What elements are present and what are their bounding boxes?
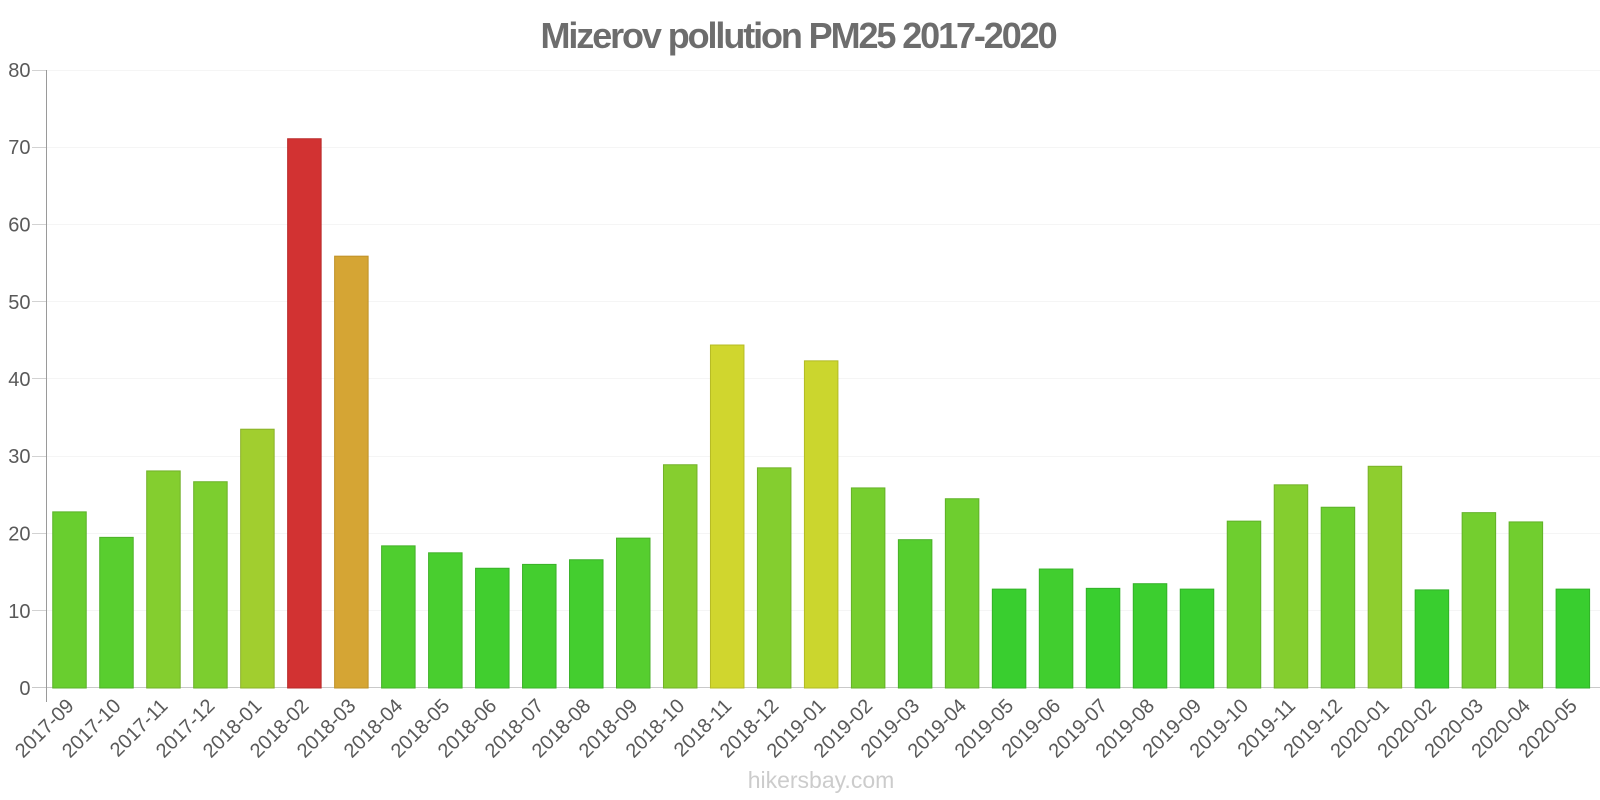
svg-text:hikersbay.com: hikersbay.com <box>748 767 895 793</box>
svg-text:Mizerov pollution PM25 2017-20: Mizerov pollution PM25 2017-2020 <box>541 15 1057 56</box>
svg-text:70: 70 <box>8 137 30 159</box>
svg-text:40: 40 <box>8 369 30 391</box>
svg-text:80: 80 <box>8 60 30 82</box>
svg-text:50: 50 <box>8 292 30 314</box>
svg-text:30: 30 <box>8 446 30 468</box>
svg-text:10: 10 <box>8 601 30 623</box>
svg-text:60: 60 <box>8 215 30 237</box>
svg-text:0: 0 <box>19 678 30 700</box>
svg-text:20: 20 <box>8 524 30 546</box>
